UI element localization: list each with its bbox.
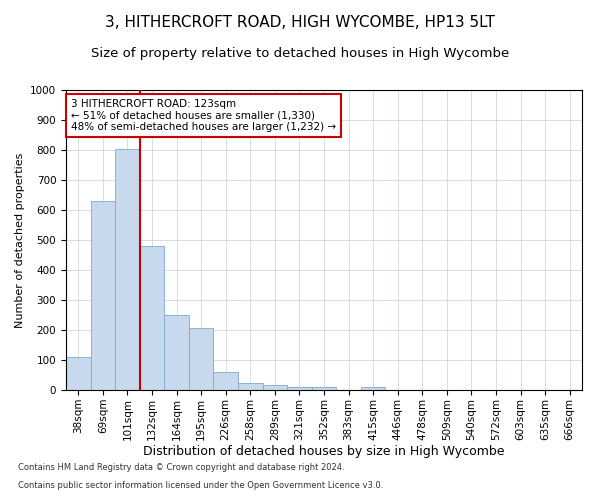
Bar (164, 315, 189, 390)
Bar (287, 387, 312, 390)
Bar (66, 357, 91, 390)
Bar (312, 387, 336, 390)
X-axis label: Distribution of detached houses by size in High Wycombe: Distribution of detached houses by size … (143, 446, 505, 458)
Text: Contains HM Land Registry data © Crown copyright and database right 2024.: Contains HM Land Registry data © Crown c… (18, 464, 344, 472)
Bar (91, 201, 115, 390)
Bar (361, 387, 385, 390)
Bar (115, 148, 140, 390)
Bar (263, 385, 287, 390)
Bar (140, 246, 164, 390)
Text: 3, HITHERCROFT ROAD, HIGH WYCOMBE, HP13 5LT: 3, HITHERCROFT ROAD, HIGH WYCOMBE, HP13 … (105, 15, 495, 30)
Bar (189, 328, 214, 390)
Bar (214, 372, 238, 390)
Text: 3 HITHERCROFT ROAD: 123sqm
← 51% of detached houses are smaller (1,330)
48% of s: 3 HITHERCROFT ROAD: 123sqm ← 51% of deta… (71, 99, 336, 132)
Bar (238, 382, 263, 390)
Text: Size of property relative to detached houses in High Wycombe: Size of property relative to detached ho… (91, 48, 509, 60)
Y-axis label: Number of detached properties: Number of detached properties (14, 152, 25, 328)
Text: Contains public sector information licensed under the Open Government Licence v3: Contains public sector information licen… (18, 481, 383, 490)
